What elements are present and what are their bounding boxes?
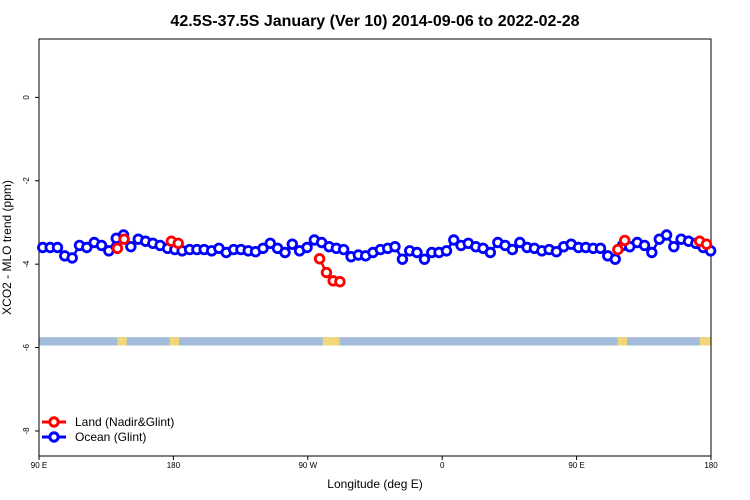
ocean-data-point (389, 240, 401, 253)
x-axis: 90 E 180 90 W 0 90 E 180 (31, 456, 718, 470)
y-tick-label: -6 (22, 343, 31, 351)
land-band-segment (322, 337, 340, 346)
ocean-data-point (257, 242, 269, 255)
x-tick-label: 180 (704, 461, 718, 470)
land-data-point (334, 275, 346, 288)
ocean-data-point (594, 242, 607, 255)
ocean-data-point (484, 246, 497, 259)
ocean-data-point (95, 239, 108, 252)
chart-title: 42.5S-37.5S January (Ver 10) 2014-09-06 … (170, 13, 579, 30)
ocean-data-point (301, 241, 313, 254)
land-data-point (320, 266, 333, 279)
ocean-data-point (66, 252, 78, 264)
x-tick-label: 90 W (298, 461, 317, 470)
land-data-point (700, 238, 713, 250)
ocean-data-point (396, 253, 409, 265)
land-data-point (619, 234, 631, 247)
ocean-data-point (337, 243, 350, 256)
land-band-segment (169, 337, 179, 346)
ocean-data-point (550, 245, 563, 258)
y-axis-label: XCO2 - MLO trend (ppm) (0, 180, 14, 315)
legend-land-marker (48, 416, 60, 428)
land-data-point (612, 243, 624, 256)
land-band-segment (117, 337, 127, 346)
land-ocean-band (39, 337, 711, 346)
ocean-data-point (660, 229, 673, 241)
ocean-data-point (264, 237, 276, 250)
land-band-segment (699, 337, 711, 346)
y-tick-label: 0 (22, 95, 31, 100)
y-tick-label: -8 (22, 427, 31, 435)
x-tick-label: 90 E (568, 461, 584, 470)
ocean-data-point (411, 246, 423, 259)
ocean-data-point (286, 238, 299, 250)
x-tick-label: 0 (440, 461, 445, 470)
ocean-data-point (646, 246, 658, 259)
ocean-data-point (514, 236, 526, 249)
y-tick-label: -2 (22, 177, 31, 185)
legend: Land (Nadir&Glint) Ocean (Glint) (42, 415, 174, 444)
ocean-data-point (51, 241, 64, 254)
ocean-data-point (609, 253, 621, 265)
legend-land-label: Land (Nadir&Glint) (75, 415, 174, 429)
legend-ocean-marker (48, 431, 60, 443)
ocean-data-point (81, 241, 93, 254)
ocean-data-point (638, 239, 651, 252)
ocean-data-point (506, 243, 519, 256)
y-tick-label: -4 (22, 260, 31, 268)
ocean-data-point (668, 240, 680, 253)
ocean-data-point (448, 234, 460, 246)
ocean-data-point (125, 240, 137, 253)
x-tick-label: 180 (167, 461, 181, 470)
ocean-data-point (440, 245, 453, 257)
land-band-segment (617, 337, 627, 346)
x-axis-label: Longitude (deg E) (327, 477, 422, 491)
ocean-data-point (279, 246, 291, 259)
land-data-point (111, 242, 124, 255)
ocean-band (39, 337, 711, 346)
y-axis: 0 -2 -4 -6 -8 (22, 95, 39, 435)
x-tick-label: 90 E (31, 461, 47, 470)
ocean-data-point (418, 253, 431, 265)
land-data-point (313, 253, 326, 265)
land-data-point (172, 237, 184, 250)
land-data-point (118, 233, 130, 245)
legend-ocean-label: Ocean (Glint) (75, 430, 146, 444)
series-layer (37, 229, 717, 288)
